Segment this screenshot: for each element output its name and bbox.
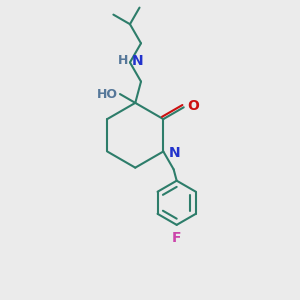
Text: N: N: [169, 146, 180, 160]
Text: HO: HO: [97, 88, 118, 100]
Text: F: F: [172, 231, 182, 245]
Text: N: N: [131, 54, 143, 68]
Text: O: O: [187, 99, 199, 113]
Text: H: H: [118, 55, 128, 68]
